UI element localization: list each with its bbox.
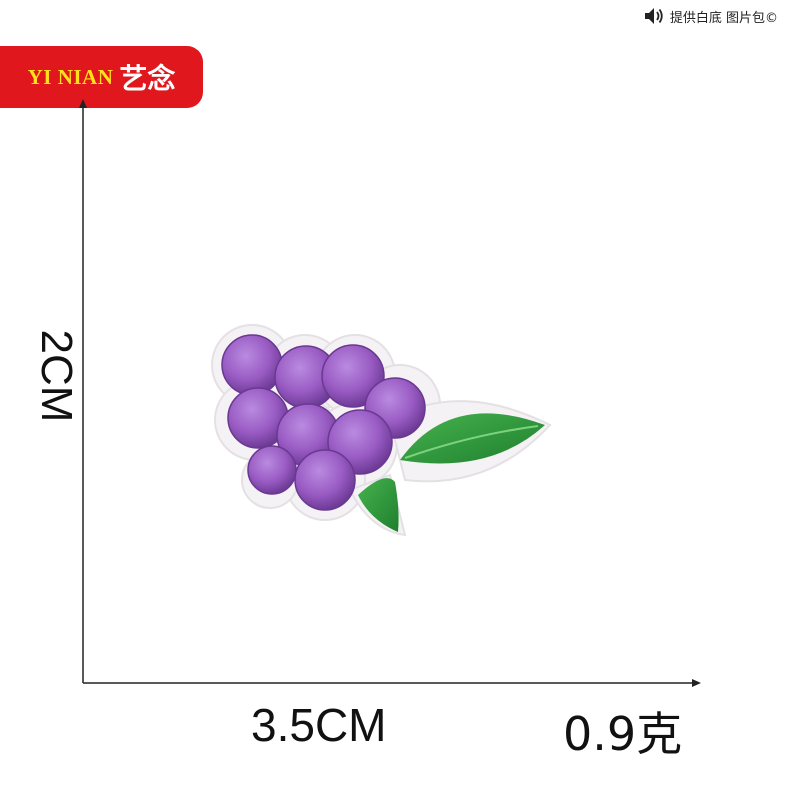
grape-berries	[221, 334, 426, 511]
width-label: 3.5CM	[251, 699, 387, 751]
leaf	[358, 413, 545, 532]
brand-logo: YI NIAN 艺念	[0, 46, 203, 108]
watermark: 提供白底 图片包©	[643, 6, 778, 26]
brand-latin-name: YI NIAN	[27, 64, 114, 89]
brand-cjk-name: 艺念	[119, 62, 176, 95]
watermark-text: 提供白底 图片包©	[669, 10, 778, 26]
grape-embroidery-patch	[211, 324, 552, 537]
horizontal-axis-arrow	[692, 679, 701, 687]
speaker-icon	[643, 6, 665, 26]
height-label: 2CM	[32, 329, 81, 423]
vertical-axis-arrow	[79, 99, 87, 108]
weight-label: 0.9克	[563, 707, 683, 761]
